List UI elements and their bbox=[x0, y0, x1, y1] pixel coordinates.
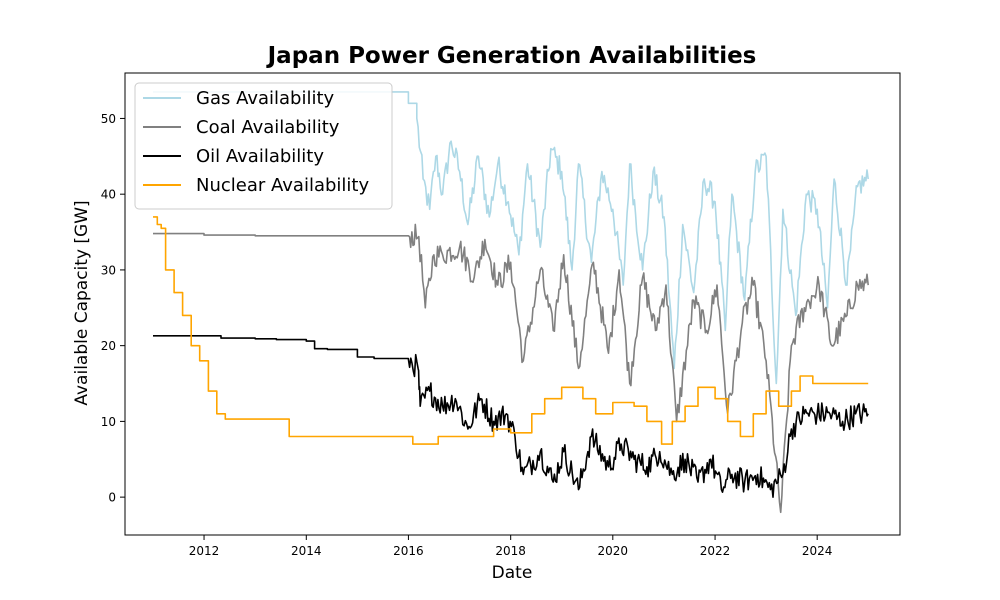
series-line-4 bbox=[153, 216, 869, 445]
series-line-3 bbox=[153, 335, 869, 498]
x-tick-label: 2022 bbox=[700, 544, 731, 558]
y-tick-label: 20 bbox=[101, 339, 116, 353]
x-tick-label: 2014 bbox=[291, 544, 322, 558]
x-tick-label: 2018 bbox=[495, 544, 526, 558]
series-line-1 bbox=[153, 91, 869, 385]
x-axis-title: Date bbox=[492, 563, 533, 583]
y-tick-label: 40 bbox=[101, 188, 116, 202]
legend-label: Coal Availability bbox=[196, 117, 340, 138]
y-tick-label: 0 bbox=[108, 491, 116, 505]
legend: Gas Availability Coal Availability Oil Ava… bbox=[134, 82, 393, 210]
x-axis: 2012 2014 2016 2018 2020 2022 2024 bbox=[189, 535, 833, 558]
legend-label: Oil Availability bbox=[196, 146, 324, 167]
plot-frame bbox=[124, 72, 901, 536]
x-tick-label: 2012 bbox=[189, 544, 220, 558]
x-tick-label: 2020 bbox=[598, 544, 629, 558]
legend-label: Gas Availability bbox=[196, 88, 335, 109]
series-line-2 bbox=[153, 223, 869, 514]
chart-title: Japan Power Generation Availabilities bbox=[266, 43, 757, 69]
y-axis: 0 10 20 30 40 50 bbox=[101, 112, 125, 505]
series-layer bbox=[153, 91, 869, 514]
x-tick-label: 2024 bbox=[802, 544, 833, 558]
y-axis-title: Available Capacity [GW] bbox=[72, 200, 92, 405]
y-tick-label: 50 bbox=[101, 112, 116, 126]
y-tick-label: 10 bbox=[101, 415, 116, 429]
y-tick-label: 30 bbox=[101, 263, 116, 277]
legend-label: Nuclear Availability bbox=[196, 175, 369, 196]
legend-box bbox=[134, 82, 393, 210]
x-tick-label: 2016 bbox=[393, 544, 424, 558]
